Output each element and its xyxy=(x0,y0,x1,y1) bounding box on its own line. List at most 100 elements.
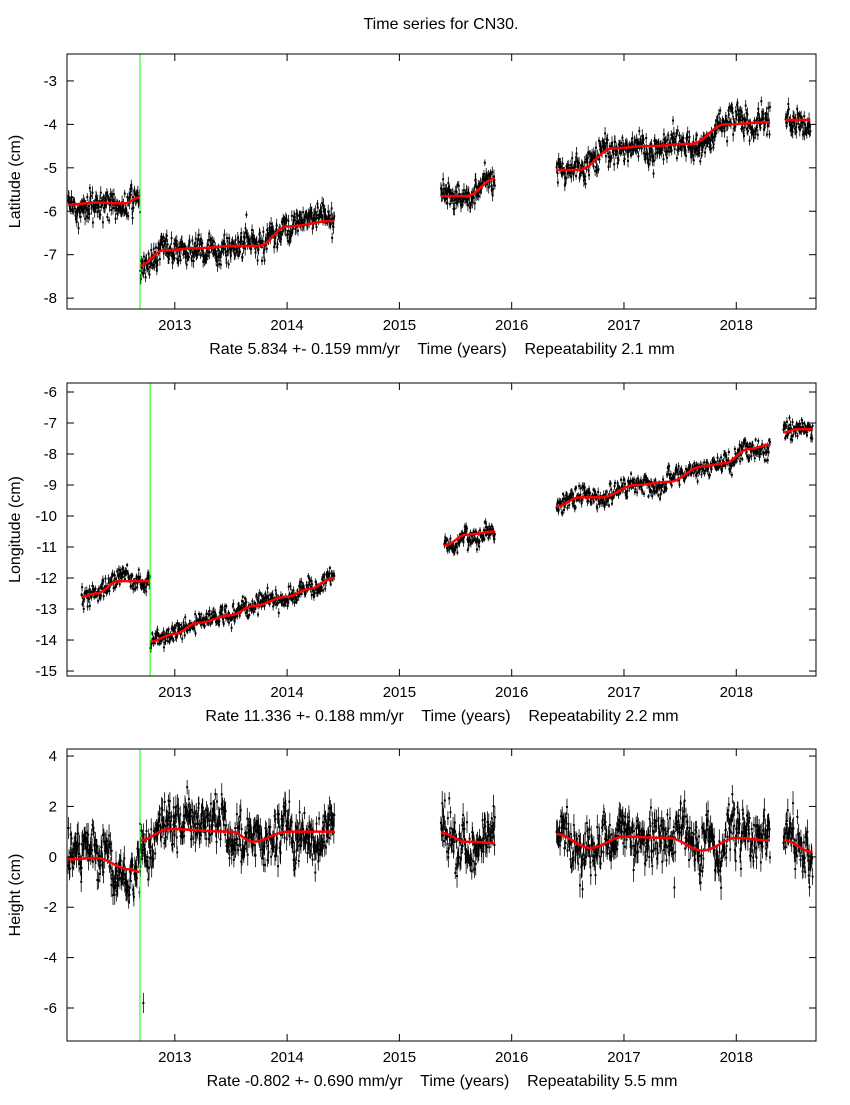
data-point xyxy=(484,162,486,164)
data-point xyxy=(756,118,758,120)
data-point xyxy=(717,457,719,459)
data-point xyxy=(81,586,83,588)
data-point xyxy=(563,172,565,174)
data-point xyxy=(322,589,324,591)
data-point xyxy=(662,158,664,160)
data-point xyxy=(568,164,570,166)
data-point xyxy=(489,534,491,536)
data-point xyxy=(745,445,747,447)
x-tick-label: 2016 xyxy=(495,317,528,334)
data-point xyxy=(110,209,112,211)
data-point xyxy=(766,134,768,136)
data-point xyxy=(458,185,460,187)
data-point xyxy=(218,263,220,265)
data-point xyxy=(287,220,289,222)
data-point xyxy=(159,258,161,260)
data-point xyxy=(150,249,152,251)
data-point xyxy=(734,453,736,455)
data-point xyxy=(113,193,115,195)
data-point xyxy=(244,248,246,250)
data-point xyxy=(232,240,234,242)
data-point xyxy=(256,594,258,596)
data-point xyxy=(634,488,636,490)
data-point xyxy=(717,467,719,469)
data-point xyxy=(787,103,789,105)
data-point xyxy=(755,439,757,441)
data-point xyxy=(721,470,723,472)
data-point xyxy=(475,178,477,180)
data-point xyxy=(333,215,335,217)
data-point xyxy=(643,493,645,495)
data-point xyxy=(88,588,90,590)
data-point xyxy=(193,627,195,629)
data-point xyxy=(767,107,769,109)
data-point xyxy=(657,494,659,496)
data-point xyxy=(646,477,648,479)
data-point xyxy=(127,215,129,217)
data-point xyxy=(633,478,635,480)
data-point xyxy=(734,126,736,128)
data-point xyxy=(92,192,94,194)
data-point xyxy=(208,610,210,612)
data-point xyxy=(88,598,90,600)
data-point xyxy=(258,248,260,250)
data-point xyxy=(293,590,295,592)
data-point xyxy=(582,171,584,173)
data-point xyxy=(114,574,116,576)
data-point xyxy=(141,267,143,269)
data-point xyxy=(331,207,333,209)
data-point xyxy=(223,623,225,625)
data-point xyxy=(262,240,264,242)
data-point xyxy=(134,587,136,589)
data-point xyxy=(99,214,101,216)
data-point xyxy=(259,232,261,234)
data-point xyxy=(137,191,139,193)
data-point xyxy=(653,160,655,162)
data-point xyxy=(627,160,629,162)
data-point xyxy=(210,613,212,615)
data-point xyxy=(620,479,622,481)
data-point xyxy=(746,113,748,115)
data-point xyxy=(91,596,93,598)
data-point xyxy=(788,108,790,110)
data-point xyxy=(187,629,189,631)
y-axis-label: Latitude (cm) xyxy=(7,135,24,228)
data-point xyxy=(680,468,682,470)
data-point xyxy=(263,605,265,607)
data-point xyxy=(92,222,94,224)
data-point xyxy=(286,218,288,220)
data-point xyxy=(293,602,295,604)
data-point xyxy=(695,139,697,141)
data-point xyxy=(725,115,727,117)
data-point xyxy=(225,605,227,607)
data-points xyxy=(81,415,814,653)
data-point xyxy=(795,131,797,133)
data-point xyxy=(218,620,220,622)
data-point xyxy=(453,200,455,202)
data-point xyxy=(757,440,759,442)
data-point xyxy=(562,163,564,165)
data-point xyxy=(643,138,645,140)
data-point xyxy=(666,157,668,159)
data-point xyxy=(675,141,677,143)
data-point xyxy=(670,473,672,475)
y-tick-label: -5 xyxy=(44,160,57,177)
data-point xyxy=(163,646,165,648)
data-point xyxy=(314,592,316,594)
data-point xyxy=(648,164,650,166)
data-point xyxy=(109,193,111,195)
data-point xyxy=(470,204,472,206)
data-point xyxy=(561,500,563,502)
data-point xyxy=(792,131,794,133)
data-point xyxy=(83,211,85,213)
data-point xyxy=(557,182,559,184)
x-axis-label: Rate 5.834 +- 0.159 mm/yr Time (years) R… xyxy=(209,341,675,358)
data-point xyxy=(89,187,91,189)
data-point xyxy=(100,594,102,596)
data-point xyxy=(104,578,106,580)
data-point xyxy=(803,122,805,124)
data-point xyxy=(449,203,451,205)
data-point xyxy=(656,141,658,143)
data-point xyxy=(98,206,100,208)
data-point xyxy=(732,112,734,114)
